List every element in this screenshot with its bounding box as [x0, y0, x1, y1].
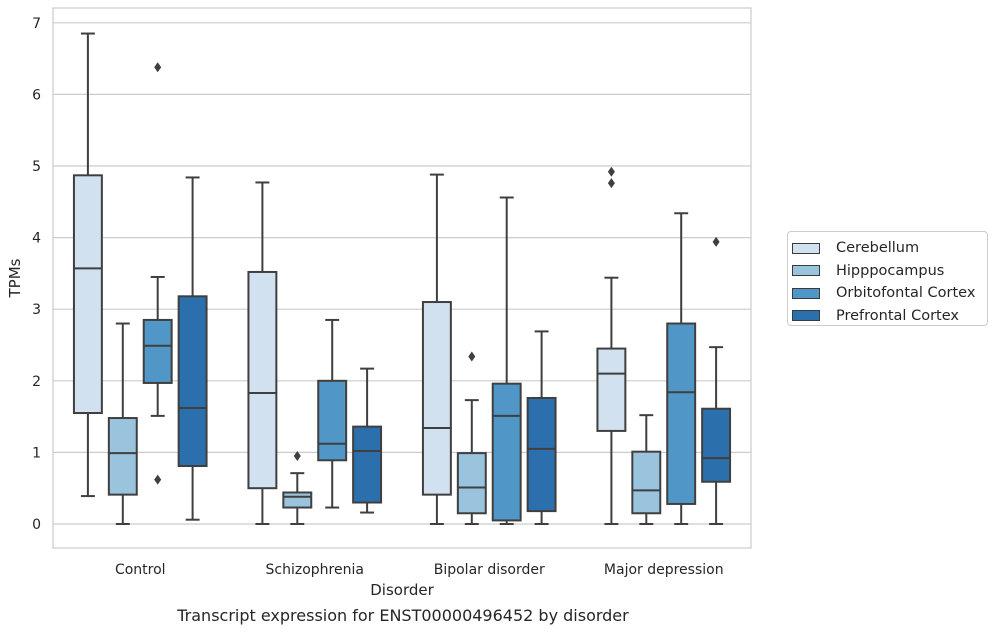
box: [107, 417, 138, 496]
y-tick-label: 6: [32, 87, 41, 103]
outlier-point: [293, 450, 301, 461]
box: [142, 318, 173, 384]
box: [282, 491, 313, 509]
legend-label: Prefrontal Cortex: [836, 307, 959, 324]
x-tick-label: Bipolar disorder: [434, 562, 545, 578]
x-axis-label: Disorder: [370, 581, 434, 599]
legend-item: Orbitofontal Cortex: [792, 282, 987, 305]
legend: Cerebellum Hipppocampus Orbitofontal Corte…: [787, 231, 988, 326]
y-tick-label: 4: [32, 231, 41, 247]
y-tick-label: 1: [32, 445, 41, 461]
legend-label: Hipppocampus: [836, 262, 945, 279]
legend-swatch: [792, 287, 820, 299]
box: [526, 396, 557, 513]
legend-swatch: [792, 310, 820, 322]
y-tick-label: 3: [32, 302, 41, 318]
outlier-point: [712, 236, 720, 247]
outlier-point: [607, 166, 615, 177]
y-axis-label: TPMs: [6, 258, 24, 298]
y-tick-label: 0: [32, 517, 41, 533]
legend-label: Orbitofontal Cortex: [836, 285, 976, 302]
x-tick-label: Major depression: [604, 562, 724, 578]
outlier-point: [607, 178, 615, 189]
legend-swatch: [792, 242, 820, 254]
outlier-point: [468, 351, 476, 362]
box: [666, 322, 697, 505]
box: [596, 347, 627, 432]
box: [352, 425, 383, 504]
box: [177, 295, 208, 468]
outlier-point: [154, 62, 162, 73]
y-tick-label: 7: [32, 16, 41, 32]
outlier-point: [154, 474, 162, 485]
box: [72, 174, 103, 415]
x-tick-label: Schizophrenia: [266, 562, 364, 578]
x-tick-label: Control: [115, 562, 166, 578]
legend-item: Hipppocampus: [792, 260, 987, 283]
legend-item: Prefrontal Cortex: [792, 305, 987, 328]
chart-caption: Transcript expression for ENST0000049645…: [177, 606, 629, 625]
legend-label: Cerebellum: [836, 240, 920, 257]
legend-swatch: [792, 265, 820, 277]
box: [317, 379, 348, 462]
y-tick-label: 2: [32, 374, 41, 390]
legend-item: Cerebellum: [792, 237, 987, 260]
box: [701, 407, 732, 483]
box: [456, 452, 487, 515]
box: [247, 270, 278, 490]
box: [421, 301, 452, 496]
box: [631, 450, 662, 515]
y-tick-label: 5: [32, 159, 41, 175]
box: [491, 382, 522, 522]
